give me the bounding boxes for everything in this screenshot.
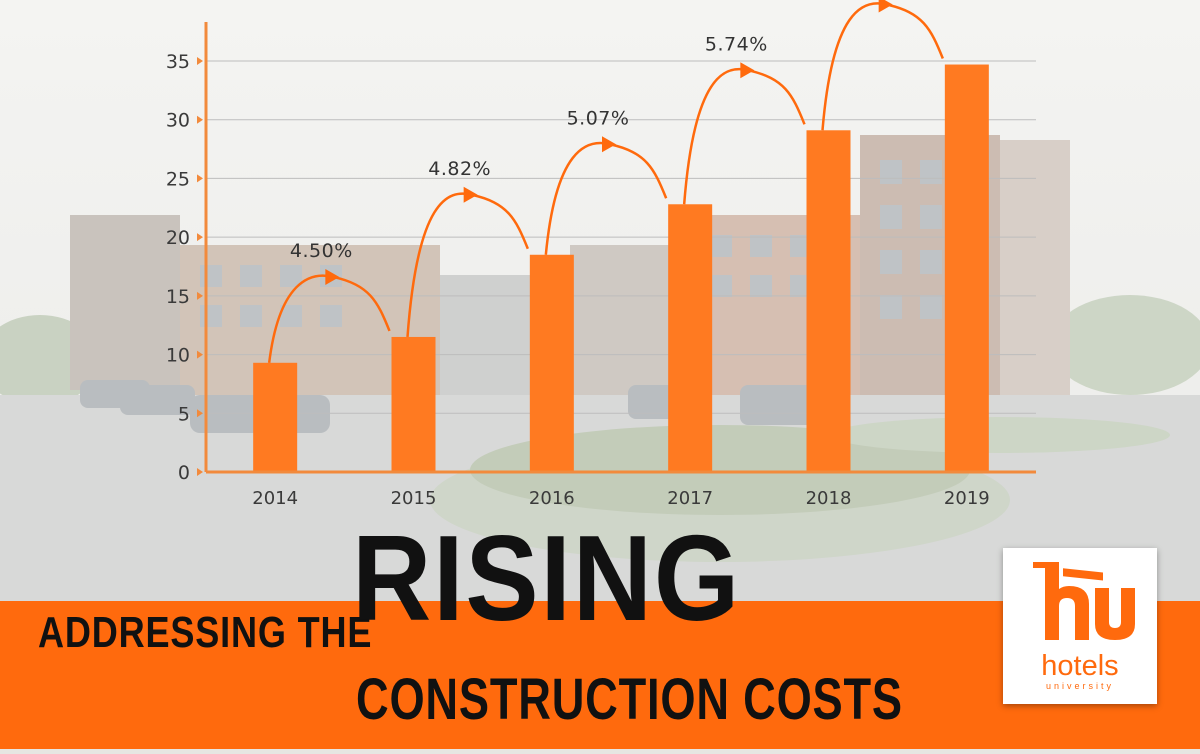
gridlines: [206, 60, 1036, 414]
growth-rate-label: 5.74%: [705, 33, 768, 55]
y-tick-label: 30: [166, 110, 190, 132]
bar-2017: [668, 204, 713, 472]
bars: [253, 64, 989, 473]
y-tick-marker: [197, 115, 203, 124]
bar-2019: [944, 64, 989, 472]
growth-labels: 4.50%4.82%5.07%5.74%4.99%: [290, 33, 768, 262]
y-tick-marker: [197, 291, 203, 300]
bar-2015: [391, 336, 436, 472]
growth-arrowhead: [878, 0, 893, 13]
y-tick-marker: [197, 233, 203, 242]
bar-2018: [806, 130, 851, 473]
y-tick-marker: [197, 174, 203, 183]
y-tick-label: 35: [166, 51, 190, 73]
y-tick-marker: [197, 57, 203, 65]
growth-arrow: [406, 192, 529, 338]
axes: [204, 22, 1036, 474]
x-tick-label: 2019: [944, 488, 990, 509]
y-tick-labels: 0 5 10 15 20 25 30 35: [166, 51, 203, 484]
y-tick-label: 15: [166, 286, 190, 308]
y-tick-label: 25: [166, 168, 190, 190]
growth-arrow: [267, 274, 391, 363]
y-tick-marker: [197, 409, 203, 418]
y-tick-marker: [197, 468, 203, 476]
growth-arrow: [544, 141, 668, 255]
y-tick-label: 10: [166, 345, 190, 367]
title-line-addressing: ADDRESSING THE: [38, 608, 373, 657]
growth-arrowhead: [740, 62, 755, 79]
x-tick-label: 2018: [806, 488, 852, 509]
growth-rate-label: 4.82%: [428, 158, 491, 180]
growth-arrow: [682, 67, 806, 205]
growth-arrowhead: [602, 136, 616, 153]
title-banner: [0, 601, 1200, 749]
x-tick-label: 2015: [391, 488, 437, 509]
x-tick-label: 2017: [667, 488, 713, 509]
growth-arrows: [267, 0, 944, 363]
growth-arrowhead: [463, 186, 478, 203]
growth-rate-label: 4.50%: [290, 240, 353, 262]
logo-subtitle: university: [1045, 681, 1114, 691]
x-tick-label: 2014: [252, 488, 298, 509]
y-tick-label: 0: [178, 462, 190, 484]
hotels-university-logo: hotels university: [1003, 548, 1157, 704]
title-word-rising: RISING: [352, 510, 742, 646]
bar-2016: [529, 254, 574, 472]
logo-wordmark: hotels: [1041, 650, 1119, 682]
y-tick-marker: [197, 350, 203, 359]
growth-arrow: [821, 2, 944, 131]
growth-rate-label: 5.07%: [567, 107, 630, 129]
y-tick-label: 20: [166, 227, 190, 249]
bar-2014: [253, 362, 298, 472]
title-line-construction-costs: CONSTRUCTION COSTS: [356, 667, 903, 732]
hu-monogram-icon: [1033, 562, 1135, 640]
y-tick-label: 5: [178, 403, 190, 425]
x-tick-label: 2016: [529, 488, 575, 509]
growth-arrowhead: [325, 268, 340, 285]
x-tick-labels: 2014 2015 2016 2017 2018 2019: [252, 488, 989, 509]
